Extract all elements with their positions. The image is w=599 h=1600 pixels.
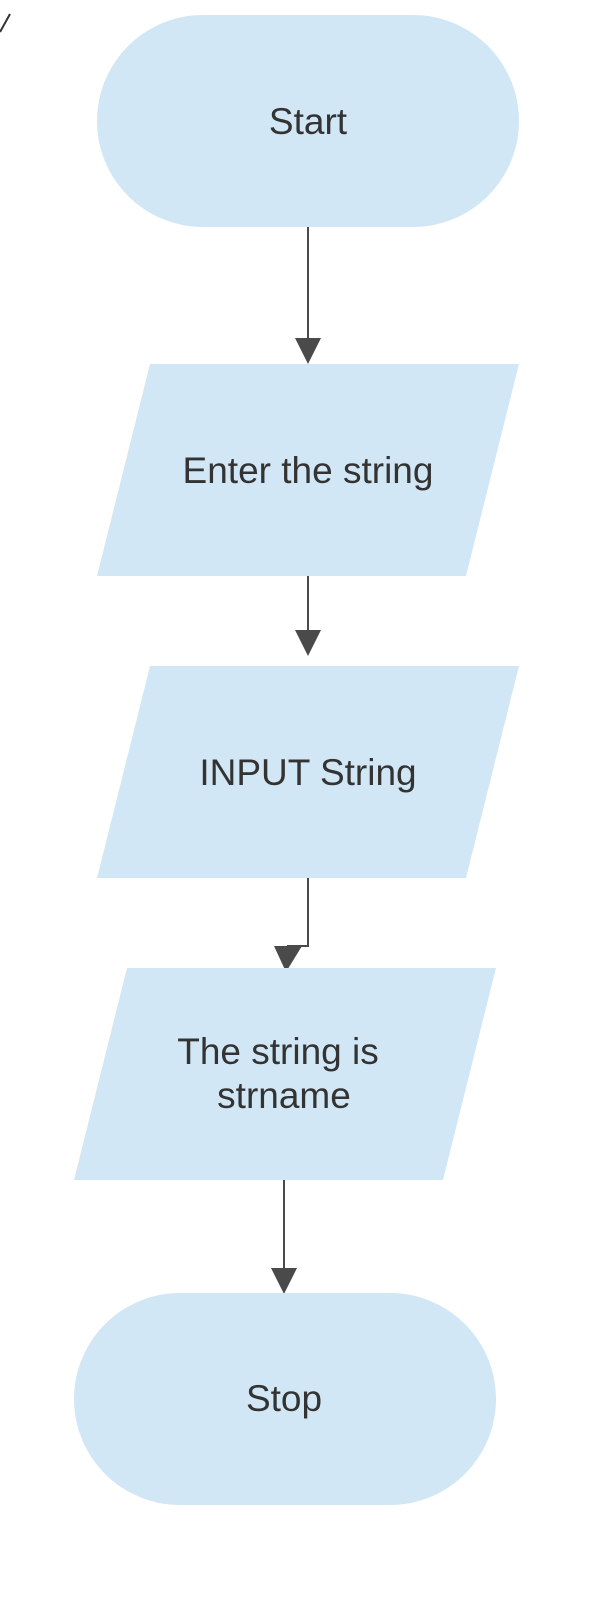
- output-string-label-line2: strname: [217, 1075, 351, 1116]
- arrowhead: [271, 1268, 297, 1294]
- enter-string-label: Enter the string: [183, 450, 434, 491]
- output-string-label-line1: The string is: [177, 1031, 379, 1072]
- output-string-parallelogram: [74, 968, 496, 1180]
- input-string-node: INPUT String: [97, 666, 519, 878]
- input-string-label: INPUT String: [199, 752, 416, 793]
- output-string-node: The string is strname: [74, 968, 496, 1180]
- start-node: Start: [97, 15, 519, 227]
- arrowhead: [274, 946, 302, 972]
- enter-string-node: Enter the string: [97, 364, 519, 576]
- start-terminator-shape: [97, 15, 519, 227]
- arrowhead: [295, 338, 321, 364]
- start-label: Start: [269, 101, 348, 142]
- connector-output-to-stop: [271, 1180, 297, 1294]
- input-string-parallelogram: [97, 666, 519, 878]
- enter-string-parallelogram: [97, 364, 519, 576]
- connector-start-to-enter: [295, 227, 321, 364]
- arrowhead: [295, 630, 321, 656]
- connector-enter-to-input: [295, 576, 321, 656]
- stop-label: Stop: [246, 1378, 322, 1419]
- connector-input-to-output: [274, 878, 309, 972]
- connector-line: [287, 878, 309, 950]
- stop-terminator-shape: [74, 1293, 496, 1505]
- corner-mark: [0, 13, 11, 33]
- stop-node: Stop: [74, 1293, 496, 1505]
